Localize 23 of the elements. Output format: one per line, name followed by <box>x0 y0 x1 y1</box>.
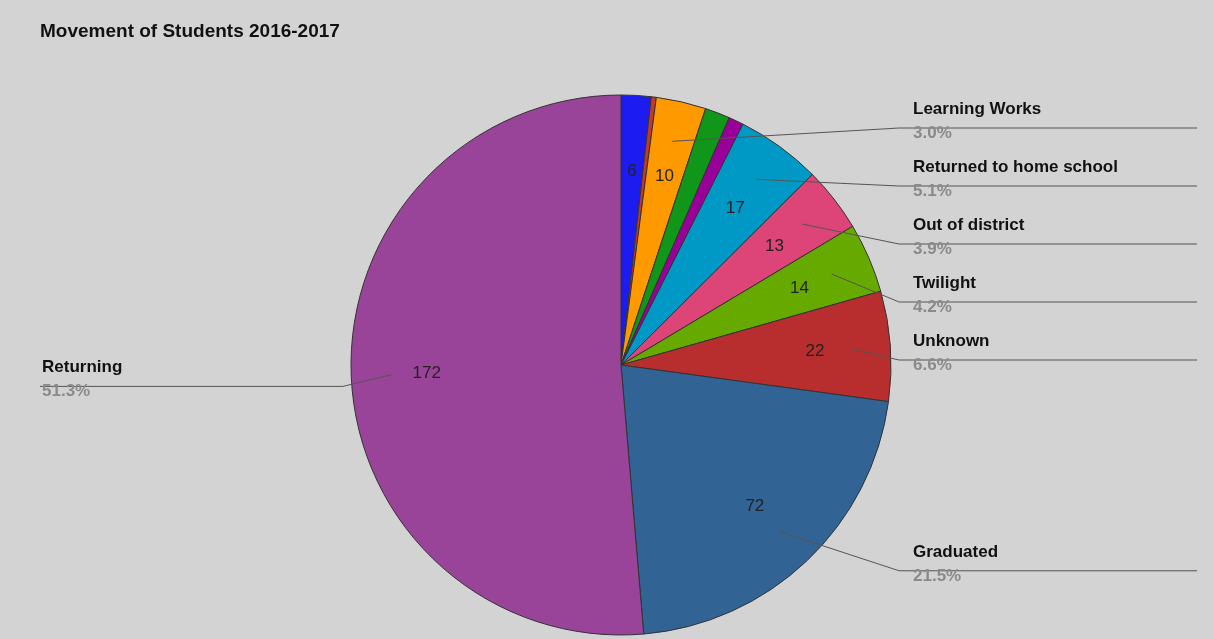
slice-label: Out of district <box>913 215 1025 234</box>
data-label: 72 <box>745 495 765 515</box>
text: 21.5% <box>913 565 962 585</box>
chart-title: Movement of Students 2016-2017 <box>40 20 340 41</box>
text: 3.9% <box>913 239 952 258</box>
text: 5.1% <box>913 181 952 200</box>
data-label: 172 <box>412 363 441 383</box>
data-label: 17 <box>725 197 745 217</box>
text: 51.3% <box>42 381 91 401</box>
slice-label: Returned to home school <box>913 157 1118 176</box>
slice-label: Learning Works <box>913 99 1042 118</box>
data-label: 6 <box>627 160 637 180</box>
data-label: 22 <box>805 341 825 361</box>
slice-label: Graduated <box>913 541 999 561</box>
slice-label: Unknown <box>913 331 990 350</box>
text: 6.6% <box>913 355 952 374</box>
text: 3.0% <box>913 123 952 142</box>
slice-label: Returning <box>42 357 123 377</box>
text: 4.2% <box>913 297 952 316</box>
slice-label: Twilight <box>913 273 977 292</box>
data-label: 14 <box>789 277 809 297</box>
data-label: 10 <box>654 165 674 185</box>
data-label: 13 <box>764 235 784 255</box>
